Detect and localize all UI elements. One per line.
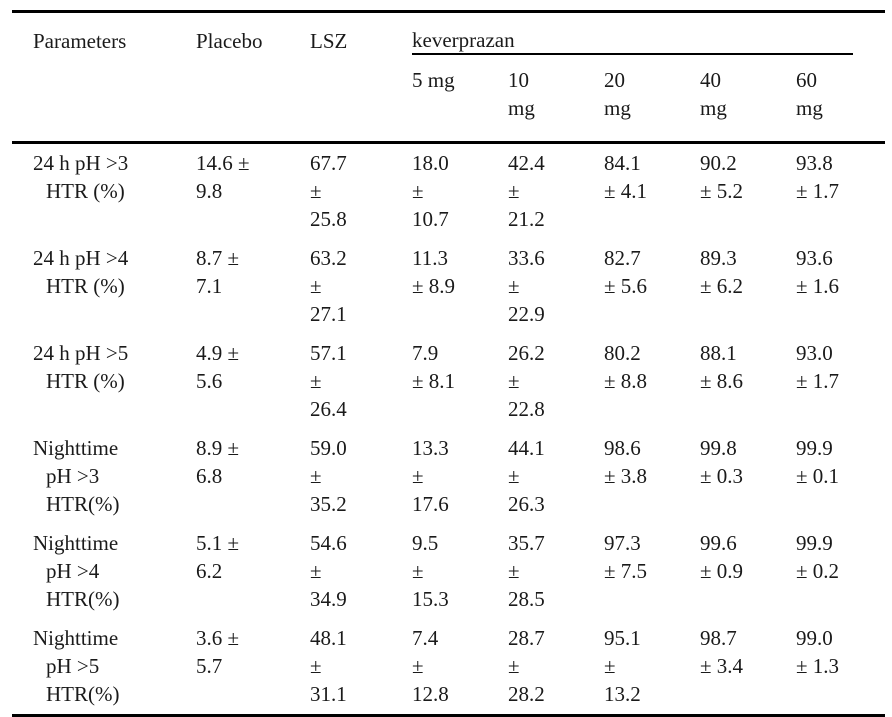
table-row: 24 h pH >5 HTR (%) 4.9 ± 5.6 57.1 ± 26.4 7.… [12, 334, 885, 429]
value-cell: 93.8 ± 1.7 [796, 151, 840, 203]
value-cell: 7.4 ± 12.8 [412, 626, 449, 706]
parameter-cell: 24 h pH >3 HTR (%) [33, 151, 129, 203]
table-row: Nighttime pH >3 HTR(%) 8.9 ± 6.8 59.0 ± 35… [12, 429, 885, 524]
header-keverprazan-label: keverprazan [412, 28, 515, 52]
parameter-cell: Nighttime pH >5 HTR(%) [33, 626, 120, 706]
value-cell: 99.6 ± 0.9 [700, 531, 744, 583]
value-cell: 54.6 ± 34.9 [310, 531, 347, 611]
value-cell: 99.9 ± 0.2 [796, 531, 840, 583]
value-cell: 13.3 ± 17.6 [412, 436, 449, 516]
header-dose-20mg: 20 mg [604, 56, 700, 144]
table-body: 24 h pH >3 HTR (%) 14.6 ± 9.8 67.7 ± 25.8 1… [12, 143, 885, 716]
header-dose-5mg: 5 mg [412, 56, 508, 144]
value-cell: 7.9 ± 8.1 [412, 341, 456, 393]
value-cell: 99.0 ± 1.3 [796, 626, 840, 678]
value-cell: 48.1 ± 31.1 [310, 626, 347, 706]
table-row: Nighttime pH >4 HTR(%) 5.1 ± 6.2 54.6 ± 34… [12, 524, 885, 619]
value-cell: 93.0 ± 1.7 [796, 341, 840, 393]
value-cell: 90.2 ± 5.2 [700, 151, 744, 203]
value-cell: 4.9 ± 5.6 [196, 341, 240, 393]
results-table: Parameters Placebo LSZ keverprazan 5 mg … [12, 10, 886, 717]
value-cell: 59.0 ± 35.2 [310, 436, 347, 516]
parameter-cell: 24 h pH >5 HTR (%) [33, 341, 129, 393]
value-cell: 93.6 ± 1.6 [796, 246, 840, 298]
value-cell: 42.4 ± 21.2 [508, 151, 545, 231]
parameter-cell: Nighttime pH >4 HTR(%) [33, 531, 120, 611]
parameter-cell: Nighttime pH >3 HTR(%) [33, 436, 120, 516]
value-cell: 67.7 ± 25.8 [310, 151, 347, 231]
value-cell: 99.8 ± 0.3 [700, 436, 744, 488]
value-cell: 57.1 ± 26.4 [310, 341, 347, 421]
header-keverprazan-group: keverprazan [412, 12, 885, 57]
header-placebo: Placebo [196, 11, 310, 144]
value-cell: 89.3 ± 6.2 [700, 246, 744, 298]
value-cell: 84.1 ± 4.1 [604, 151, 648, 203]
value-cell: 98.6 ± 3.8 [604, 436, 648, 488]
table-row: 24 h pH >3 HTR (%) 14.6 ± 9.8 67.7 ± 25.8 1… [12, 143, 885, 240]
value-cell: 14.6 ± 9.8 [196, 151, 250, 203]
value-cell: 8.9 ± 6.8 [196, 436, 240, 488]
value-cell: 99.9 ± 0.1 [796, 436, 840, 488]
value-cell: 80.2 ± 8.8 [604, 341, 648, 393]
value-cell: 9.5 ± 15.3 [412, 531, 449, 611]
header-row-doses: 5 mg 10 mg 20 mg 40 mg 60 mg [12, 56, 886, 144]
value-cell: 3.6 ± 5.7 [196, 626, 240, 678]
value-cell: 63.2 ± 27.1 [310, 246, 347, 326]
value-cell: 11.3 ± 8.9 [412, 246, 456, 298]
table-header: Parameters Placebo LSZ keverprazan 5 mg … [12, 11, 886, 144]
value-cell: 8.7 ± 7.1 [196, 246, 240, 298]
value-cell: 35.7 ± 28.5 [508, 531, 545, 611]
value-cell: 82.7 ± 5.6 [604, 246, 648, 298]
value-cell: 18.0 ± 10.7 [412, 151, 449, 231]
value-cell: 98.7 ± 3.4 [700, 626, 744, 678]
header-dose-40mg: 40 mg [700, 56, 796, 144]
parameter-cell: 24 h pH >4 HTR (%) [33, 246, 129, 298]
header-lsz: LSZ [310, 11, 412, 144]
table-row: 24 h pH >4 HTR (%) 8.7 ± 7.1 63.2 ± 27.1 11… [12, 239, 885, 334]
value-cell: 97.3 ± 7.5 [604, 531, 648, 583]
header-row-groups: Parameters Placebo LSZ keverprazan [12, 11, 885, 144]
header-dose-10mg: 10 mg [508, 56, 604, 144]
value-cell: 5.1 ± 6.2 [196, 531, 240, 583]
keverprazan-spanner-rule: keverprazan [412, 13, 854, 55]
value-cell: 88.1 ± 8.6 [700, 341, 744, 393]
value-cell: 28.7 ± 28.2 [508, 626, 545, 706]
value-cell: 26.2 ± 22.8 [508, 341, 545, 421]
value-cell: 95.1 ± 13.2 [604, 626, 641, 706]
header-parameters: Parameters [12, 11, 196, 144]
value-cell: 44.1 ± 26.3 [508, 436, 545, 516]
value-cell: 33.6 ± 22.9 [508, 246, 545, 326]
table-row: Nighttime pH >5 HTR(%) 3.6 ± 5.7 48.1 ± 31… [12, 619, 885, 716]
header-dose-60mg: 60 mg [796, 56, 886, 144]
